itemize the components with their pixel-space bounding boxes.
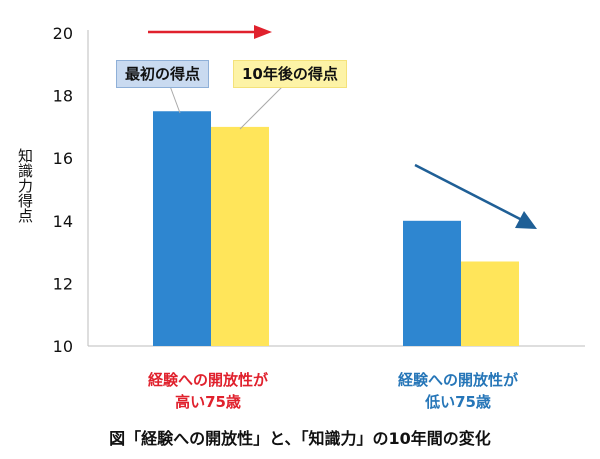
legend-leader-lines [169,85,284,130]
trend-arrow-head [515,211,537,229]
y-tick-label: 12 [53,274,73,293]
y-tick-label: 14 [53,212,73,231]
y-axis-label: 知識力得点 [16,148,34,223]
legend-leader-line [169,85,181,114]
legend-leader-line [239,85,284,130]
y-tick-label: 10 [53,337,73,356]
legend-item-initial-score: 最初の得点 [116,60,210,88]
y-tick-label: 16 [53,149,73,168]
category-label-low-openness: 経験への開放性が 低い75歳 [397,371,518,411]
y-tick-label: 20 [53,24,73,43]
trend-arrow-shaft [414,163,523,222]
y-tick-label: 18 [53,87,73,106]
bar [403,220,461,346]
figure-caption: 図「経験への開放性」と、「知識力」の10年間の変化 [109,429,491,448]
bar [211,126,269,347]
bar [461,261,519,346]
bar [153,111,211,346]
category-label-high-openness: 経験への開放性が 高い75歳 [147,371,268,411]
bars-group [153,111,519,347]
trend-arrows [148,25,537,229]
bar-chart: 10 12 14 16 18 20 [53,24,585,356]
trend-arrow-head [254,25,272,39]
legend-item-score-after-10-years: 10年後の得点 [233,60,347,88]
